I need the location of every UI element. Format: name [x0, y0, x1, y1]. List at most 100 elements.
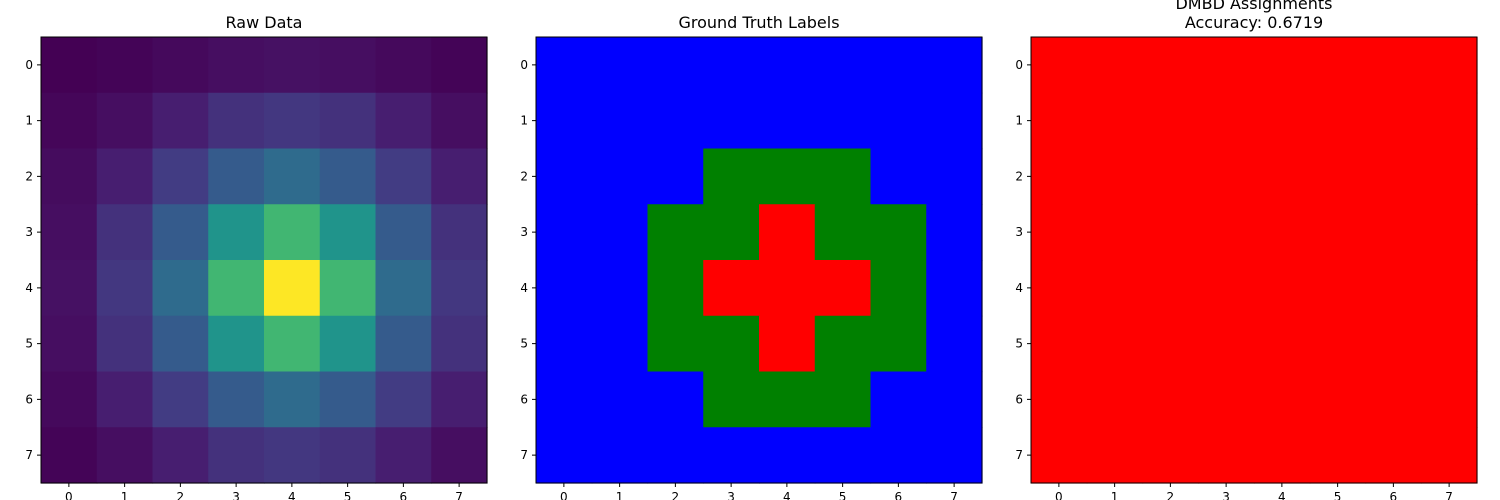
x-tick-label: 6: [1390, 490, 1398, 500]
heatmap-cell: [96, 427, 154, 484]
raw-data-title: Raw Data: [226, 13, 303, 32]
heatmap-cell: [319, 92, 377, 150]
heatmap-cell: [870, 427, 927, 484]
x-tick-label: 7: [1445, 490, 1453, 500]
heatmap-cell: [264, 371, 321, 428]
heatmap-cell: [536, 148, 593, 205]
heatmap-cell: [591, 37, 649, 94]
heatmap-cell: [319, 427, 377, 484]
heatmap-cell: [208, 92, 265, 150]
x-tick-label: 2: [1167, 490, 1175, 500]
heatmap-cell: [1031, 371, 1088, 428]
heatmap-cell: [536, 260, 593, 317]
x-tick-label: 0: [65, 490, 73, 500]
heatmap-cell: [1031, 37, 1088, 94]
heatmap-cell: [1309, 37, 1367, 94]
heatmap-cell: [375, 37, 432, 94]
heatmap-cell: [647, 315, 704, 373]
heatmap-cell: [870, 92, 927, 150]
heatmap-cell: [96, 148, 154, 205]
heatmap-cell: [926, 315, 983, 373]
heatmap-cell: [264, 427, 321, 484]
heatmap-cell: [375, 148, 432, 205]
heatmap-cell: [1198, 371, 1255, 428]
heatmap-cell: [759, 37, 816, 94]
heatmap-cell: [1142, 37, 1199, 94]
x-tick-label: 6: [895, 490, 903, 500]
heatmap-cell: [152, 148, 209, 205]
y-tick-label: 1: [520, 114, 528, 128]
y-tick-label: 0: [25, 58, 33, 72]
heatmap-cell: [1198, 204, 1255, 261]
heatmap-cell: [1309, 427, 1367, 484]
raw-data-y-axis: 0 1 2 3 4 5 6 7: [25, 58, 41, 462]
heatmap-cell: [926, 148, 983, 205]
heatmap-cell: [319, 148, 377, 205]
heatmap-cell: [1421, 148, 1478, 205]
heatmap-cell: [41, 37, 98, 94]
heatmap-cell: [870, 148, 927, 205]
heatmap-cell: [1309, 260, 1367, 317]
heatmap-cell: [1142, 148, 1199, 205]
y-tick-label: 7: [520, 448, 528, 462]
heatmap-cell: [319, 371, 377, 428]
heatmap-cell: [591, 92, 649, 150]
heatmap-cell: [375, 315, 432, 373]
heatmap-cell: [591, 260, 649, 317]
heatmap-cell: [759, 427, 816, 484]
heatmap-cell: [264, 37, 321, 94]
y-tick-label: 2: [520, 169, 528, 183]
heatmap-cell: [1254, 92, 1311, 150]
heatmap-cell: [703, 92, 760, 150]
heatmap-cell: [96, 315, 154, 373]
heatmap-cell: [431, 427, 488, 484]
x-tick-label: 4: [288, 490, 296, 500]
heatmap-cell: [1421, 37, 1478, 94]
heatmap-cell: [96, 37, 154, 94]
y-tick-label: 6: [25, 392, 33, 406]
heatmap-cell: [152, 260, 209, 317]
x-tick-label: 6: [400, 490, 408, 500]
heatmap-cell: [926, 204, 983, 261]
x-tick-label: 3: [1222, 490, 1230, 500]
heatmap-cell: [591, 371, 649, 428]
heatmap-cell: [926, 260, 983, 317]
heatmap-cell: [1365, 148, 1422, 205]
raw-data-heatmap: [41, 37, 488, 484]
heatmap-cell: [814, 92, 872, 150]
y-tick-label: 3: [25, 225, 33, 239]
heatmap-cell: [1031, 315, 1088, 373]
dmbd-heatmap: [1031, 37, 1478, 484]
heatmap-cell: [1086, 427, 1144, 484]
x-tick-label: 7: [950, 490, 958, 500]
heatmap-cell: [1086, 37, 1144, 94]
heatmap-cell: [536, 427, 593, 484]
heatmap-cell: [1309, 315, 1367, 373]
y-tick-label: 1: [1015, 114, 1023, 128]
heatmap-cell: [759, 148, 816, 205]
y-tick-label: 6: [520, 392, 528, 406]
heatmap-cell: [375, 427, 432, 484]
heatmap-cell: [1254, 315, 1311, 373]
heatmap-cell: [1031, 260, 1088, 317]
heatmap-cell: [41, 427, 98, 484]
raw-data-frame: [40, 36, 488, 484]
dmbd-title: DMBD Assignments: [1175, 0, 1332, 13]
heatmap-cell: [1142, 204, 1199, 261]
heatmap-cell: [536, 37, 593, 94]
heatmap-cell: [1086, 92, 1144, 150]
heatmap-cell: [96, 260, 154, 317]
heatmap-cell: [431, 204, 488, 261]
heatmap-cell: [264, 315, 321, 373]
heatmap-cell: [152, 315, 209, 373]
heatmap-cell: [647, 371, 704, 428]
x-tick-label: 4: [1278, 490, 1286, 500]
heatmap-cell: [1031, 148, 1088, 205]
heatmap-cell: [1421, 204, 1478, 261]
y-tick-label: 0: [1015, 58, 1023, 72]
panel-dmbd-assignments: 0 1 2 3 4 5 6 7 0 1 2 3 4 5 6 7 DMBD Assignments Accur…: [1015, 0, 1478, 500]
heatmap-cell: [814, 37, 872, 94]
heatmap-cell: [96, 204, 154, 261]
heatmap-cell: [1365, 371, 1422, 428]
heatmap-cell: [703, 37, 760, 94]
